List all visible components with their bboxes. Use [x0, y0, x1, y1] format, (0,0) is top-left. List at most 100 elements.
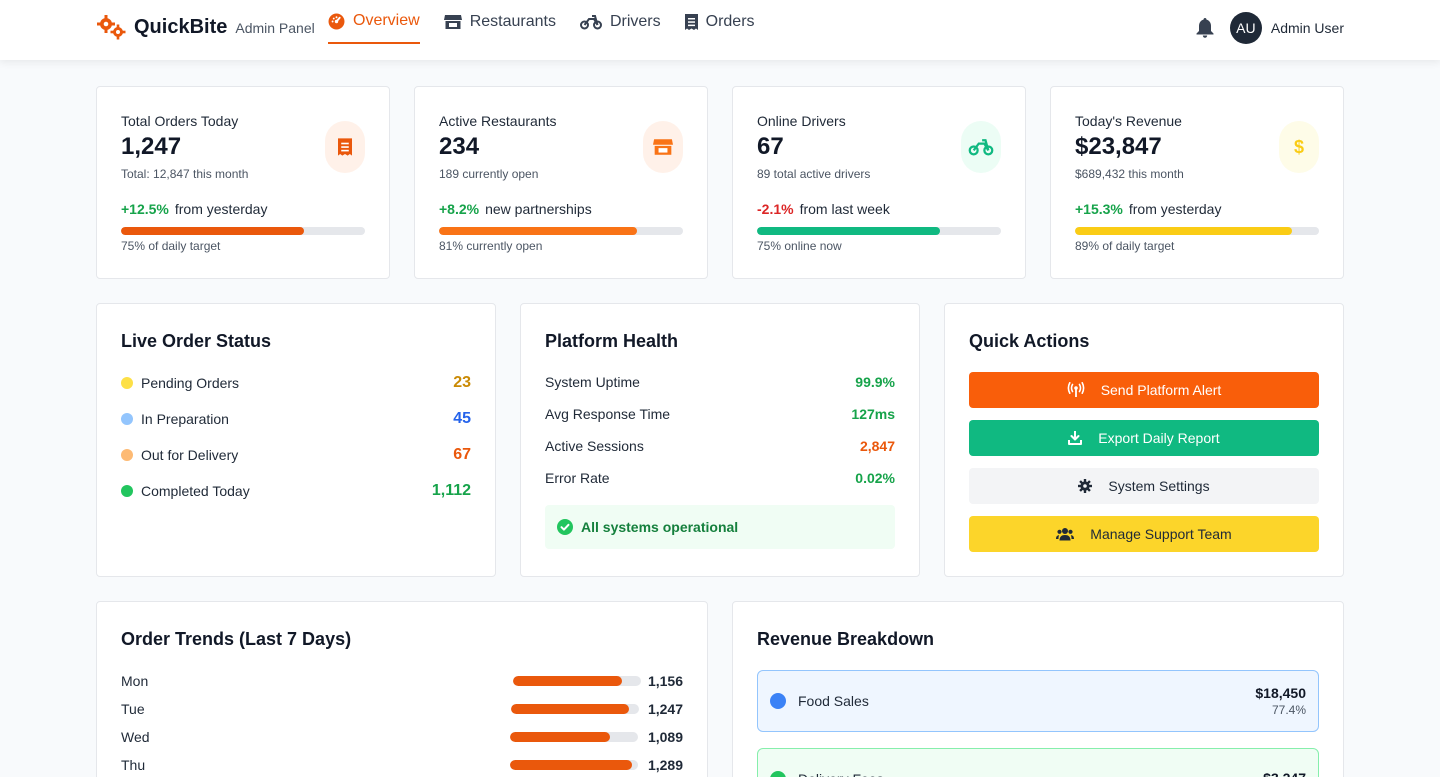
stat-card: Online Drivers 67 89 total active driver…	[732, 86, 1026, 279]
health-value: 127ms	[851, 406, 895, 422]
platform-health-card: Platform Health System Uptime 99.9% Avg R…	[520, 303, 920, 577]
receipt-icon	[325, 121, 365, 173]
nav-restaurants-label: Restaurants	[469, 13, 556, 30]
export-report-button[interactable]: Export Daily Report	[969, 420, 1319, 456]
status-count: 23	[453, 374, 471, 391]
stat-card: Total Orders Today 1,247 Total: 12,847 t…	[96, 86, 390, 279]
stat-change-text: from yesterday	[1128, 201, 1222, 217]
status-count: 45	[453, 410, 471, 427]
system-settings-button[interactable]: System Settings	[969, 468, 1319, 504]
quick-actions-card: Quick Actions Send Platform Alert Export…	[944, 303, 1344, 577]
users-icon	[1056, 527, 1082, 541]
check-circle-icon	[557, 519, 573, 535]
order-trends-title: Order Trends (Last 7 Days)	[121, 629, 352, 649]
motorcycle-icon	[961, 121, 1001, 173]
send-alert-button[interactable]: Send Platform Alert	[969, 372, 1319, 408]
stat-change-text: from yesterday	[174, 201, 268, 217]
nav-restaurants[interactable]: Restaurants	[443, 0, 556, 44]
button-label: Manage Support Team	[1090, 526, 1232, 542]
top-navbar: QuickBite Admin Panel Overview Restauran…	[0, 0, 1440, 60]
revenue-item[interactable]: Food Sales $18,450 77.4%	[757, 670, 1319, 732]
status-label: In Preparation	[141, 411, 229, 427]
nav-overview[interactable]: Overview	[328, 0, 420, 44]
stat-footnote: 81% currently open	[439, 239, 543, 253]
trend-bar	[510, 760, 638, 770]
stat-label: Online Drivers	[757, 113, 846, 129]
gauge-icon	[328, 13, 345, 29]
download-icon	[1068, 431, 1090, 445]
stat-change-percent: +15.3%	[1075, 201, 1123, 217]
stat-subtext: 189 currently open	[439, 167, 539, 181]
quick-actions-title: Quick Actions	[969, 331, 1090, 351]
nav-drivers-label: Drivers	[609, 13, 661, 30]
trend-row: Wed 1,089	[121, 728, 683, 746]
stat-label: Today's Revenue	[1075, 113, 1182, 129]
stat-change: +12.5% from yesterday	[121, 201, 267, 217]
manage-support-button[interactable]: Manage Support Team	[969, 516, 1319, 552]
status-dot	[121, 449, 133, 461]
health-row: Error Rate 0.02%	[545, 470, 895, 486]
revenue-item[interactable]: Delivery Fees $3,247	[757, 748, 1319, 777]
status-row[interactable]: Pending Orders 23	[121, 374, 471, 392]
live-order-status-title: Live Order Status	[121, 331, 272, 351]
stat-progress-fill	[1075, 227, 1293, 235]
nav-orders[interactable]: Orders	[684, 0, 755, 44]
live-order-status-card: Live Order Status Pending Orders 23 In P…	[96, 303, 496, 577]
motorcycle-icon	[579, 15, 602, 30]
brand[interactable]: QuickBite Admin Panel	[96, 14, 315, 40]
revenue-name: Food Sales	[798, 693, 869, 709]
button-label: Send Platform Alert	[1100, 382, 1222, 398]
status-row[interactable]: Completed Today 1,112	[121, 482, 471, 500]
stat-value: 234	[439, 133, 480, 160]
revenue-amount: $3,247	[1263, 770, 1306, 777]
stat-change: +15.3% from yesterday	[1075, 201, 1221, 217]
nav-drivers[interactable]: Drivers	[579, 0, 661, 44]
status-row[interactable]: In Preparation 45	[121, 410, 471, 428]
health-label: System Uptime	[545, 374, 640, 390]
stat-progress-bar	[439, 227, 683, 235]
svg-text:$: $	[1294, 137, 1304, 157]
status-dot	[121, 413, 133, 425]
stat-footnote: 89% of daily target	[1075, 239, 1175, 253]
gear-icon	[1078, 479, 1100, 493]
revenue-dot	[770, 693, 786, 709]
nav-orders-label: Orders	[705, 13, 755, 30]
health-value: 0.02%	[855, 470, 895, 486]
receipt-icon	[684, 14, 698, 30]
stat-progress-bar	[121, 227, 365, 235]
health-label: Avg Response Time	[545, 406, 671, 422]
gears-icon	[97, 15, 126, 40]
stat-subtext: 89 total active drivers	[757, 167, 871, 181]
trend-bar	[511, 704, 639, 714]
status-label: Completed Today	[141, 483, 250, 499]
status-row[interactable]: Out for Delivery 67	[121, 446, 471, 464]
stat-card: Today's Revenue $23,847 $689,432 this mo…	[1050, 86, 1344, 279]
brand-subtitle: Admin Panel	[235, 20, 315, 36]
user-name[interactable]: Admin User	[1270, 20, 1344, 36]
stat-card: Active Restaurants 234 189 currently ope…	[414, 86, 708, 279]
stat-value: 67	[757, 133, 784, 160]
trend-bar-fill	[510, 760, 632, 770]
revenue-amount-block: $3,247	[1263, 770, 1306, 777]
trend-bar-fill	[513, 676, 622, 686]
stat-change-text: new partnerships	[485, 201, 592, 217]
revenue-name: Delivery Fees	[798, 771, 884, 777]
stat-subtext: $689,432 this month	[1075, 167, 1184, 181]
user-area: AU Admin User	[1196, 12, 1344, 44]
health-row: Active Sessions 2,847	[545, 438, 895, 454]
stat-change-percent: +8.2%	[439, 201, 480, 217]
order-trends-card: Order Trends (Last 7 Days) Mon 1,156 Tue …	[96, 601, 708, 777]
status-count: 1,112	[431, 482, 471, 499]
status-label: Pending Orders	[141, 375, 240, 391]
health-value: 99.9%	[855, 374, 895, 390]
status-dot	[121, 377, 133, 389]
revenue-breakdown-title: Revenue Breakdown	[757, 629, 935, 649]
revenue-amount-block: $18,450 77.4%	[1255, 685, 1306, 717]
avatar[interactable]: AU	[1229, 12, 1262, 44]
platform-health-title: Platform Health	[545, 331, 679, 351]
trend-day: Thu	[121, 757, 146, 773]
bell-icon[interactable]	[1196, 18, 1214, 38]
stat-progress-fill	[757, 227, 940, 235]
stat-subtext: Total: 12,847 this month	[121, 167, 249, 181]
store-icon	[443, 15, 462, 29]
